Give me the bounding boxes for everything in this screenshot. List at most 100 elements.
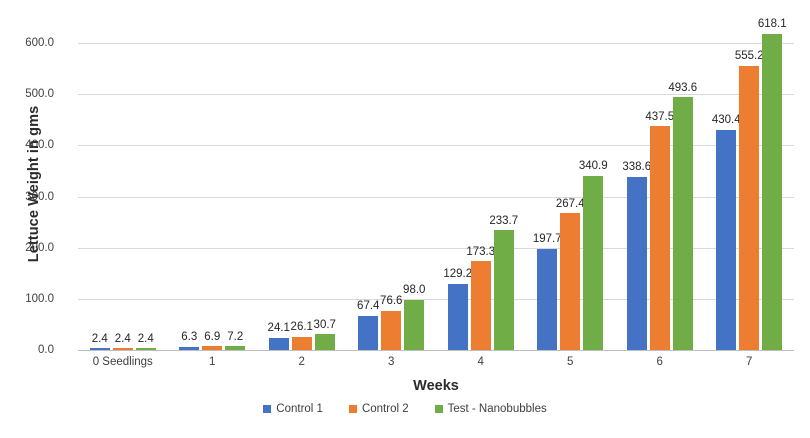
x-axis-category-label: 5 (567, 356, 574, 368)
bar[interactable] (739, 65, 760, 350)
bar-slot: 67.4 (357, 43, 380, 350)
bar[interactable] (560, 213, 581, 350)
legend-item[interactable]: Control 1 (263, 403, 323, 415)
y-axis-tick-label: 100.0 (25, 292, 54, 305)
x-axis-title: Weeks (413, 378, 459, 394)
bar-group: 6.3 6.9 7.2 1 (168, 43, 258, 368)
legend-item[interactable]: Test - Nanobubbles (434, 403, 547, 415)
bar-slot: 26.1 (291, 43, 313, 350)
x-axis-category-label: 6 (656, 356, 663, 368)
y-axis-tick-label: 200.0 (25, 241, 54, 254)
bar-value-label: 76.6 (380, 295, 403, 308)
bar[interactable] (404, 299, 425, 350)
bar-slot: 618.1 (758, 19, 787, 350)
bar-group-bars: 2.4 2.4 2.4 (78, 43, 168, 350)
bar-slot: 24.1 (267, 43, 290, 350)
bar-value-label: 197.7 (532, 233, 562, 246)
bar[interactable] (268, 337, 289, 350)
gridline (78, 196, 794, 198)
bar-value-label: 2.4 (114, 332, 131, 345)
bar-slot: 2.4 (135, 43, 156, 350)
y-axis-tick-label: 500.0 (25, 88, 54, 101)
bar-group-bars: 430.4 555.2 618.1 (705, 19, 795, 350)
bar[interactable] (358, 315, 379, 350)
bar[interactable] (314, 334, 335, 350)
bar[interactable] (447, 283, 468, 350)
bar[interactable] (89, 348, 110, 350)
bar-slot: 2.4 (89, 43, 110, 350)
bar-value-label: 7.2 (227, 330, 244, 343)
bar[interactable] (225, 346, 246, 350)
bar-group: 129.2 173.3 233.7 4 (436, 43, 526, 368)
bar-value-label: 437.5 (645, 110, 675, 123)
bar-slot: 129.2 (443, 43, 472, 350)
bar[interactable] (649, 126, 670, 350)
x-axis-category-label: 2 (298, 356, 305, 368)
x-axis-category-label: 4 (477, 356, 484, 368)
bar-value-label: 2.4 (91, 332, 108, 345)
gridline (78, 43, 794, 44)
gridline (78, 145, 794, 147)
bar[interactable] (583, 175, 604, 350)
y-axis-tick-label: 300.0 (25, 190, 54, 203)
bar-slot: 267.4 (556, 43, 585, 350)
bar-value-label: 24.1 (267, 322, 290, 335)
bar-group: 197.7 267.4 340.9 5 (526, 43, 616, 368)
bar-value-label: 340.9 (578, 160, 608, 173)
bar-value-label: 98.0 (403, 284, 426, 297)
bar[interactable] (672, 97, 693, 350)
bar-group-bars: 67.4 76.6 98.0 (347, 43, 437, 350)
bar-group-bars: 129.2 173.3 233.7 (436, 43, 526, 350)
bar-slot: 173.3 (466, 43, 495, 350)
bar[interactable] (626, 176, 647, 350)
legend-label: Control 2 (361, 403, 409, 415)
bar-slot: 430.4 (712, 43, 741, 350)
bar-group-bars: 6.3 6.9 7.2 (168, 43, 258, 350)
bar[interactable] (381, 310, 402, 350)
bar[interactable] (493, 230, 514, 350)
bar-value-label: 6.9 (204, 330, 221, 343)
bar[interactable] (762, 33, 783, 350)
bar[interactable] (537, 248, 558, 350)
bar-value-label: 67.4 (357, 300, 380, 313)
chart-legend: Control 1 Control 2 Test - Nanobubbles (0, 403, 810, 415)
bar-slot: 6.9 (202, 43, 223, 350)
bar-group: 2.4 2.4 2.4 0 Seedlings (78, 43, 168, 368)
bar-value-label: 493.6 (668, 81, 698, 94)
bar-group-bars: 338.6 437.5 493.6 (615, 43, 705, 350)
bar[interactable] (716, 129, 737, 350)
plot-area: 0.0 100.0 200.0 300.0 400.0 500.0 600.0 2.4 2.4… (25, 19, 795, 368)
x-axis-category-label: 7 (746, 356, 753, 368)
bar-slot: 76.6 (380, 43, 403, 350)
bar-value-label: 338.6 (622, 161, 652, 174)
bar-slot: 98.0 (403, 43, 426, 350)
bar-group: 67.4 76.6 98.0 3 (347, 43, 437, 368)
bar[interactable] (135, 348, 156, 350)
bar-value-label: 555.2 (734, 50, 764, 63)
bar-value-label: 6.3 (181, 331, 198, 344)
bar-slot: 7.2 (225, 43, 246, 350)
legend-swatch-icon (434, 405, 443, 413)
bar[interactable] (202, 346, 223, 350)
legend-item[interactable]: Control 2 (348, 403, 409, 415)
bar[interactable] (179, 346, 200, 350)
y-axis-tick-label: 400.0 (25, 139, 54, 152)
bar-value-label: 2.4 (137, 332, 154, 345)
bar-group: 24.1 26.1 30.7 2 (257, 43, 347, 368)
y-axis-tick-label: 600.0 (25, 37, 54, 49)
bar-group: 338.6 437.5 493.6 6 (615, 43, 705, 368)
bar-groups: 2.4 2.4 2.4 0 Seedlings 6.3 6.9 7.2 1 24.1 26.1 30… (78, 19, 795, 368)
legend-swatch-icon (263, 405, 272, 413)
gridline (78, 94, 794, 96)
gridline (78, 350, 794, 351)
bar[interactable] (112, 348, 133, 350)
bar-slot: 2.4 (112, 43, 133, 350)
bar-value-label: 618.1 (757, 18, 787, 31)
bar[interactable] (470, 261, 491, 350)
bar-value-label: 233.7 (489, 214, 519, 227)
bar-slot: 340.9 (579, 43, 608, 350)
bar[interactable] (291, 336, 312, 350)
gridline (78, 247, 794, 249)
bar-slot: 437.5 (645, 43, 674, 350)
